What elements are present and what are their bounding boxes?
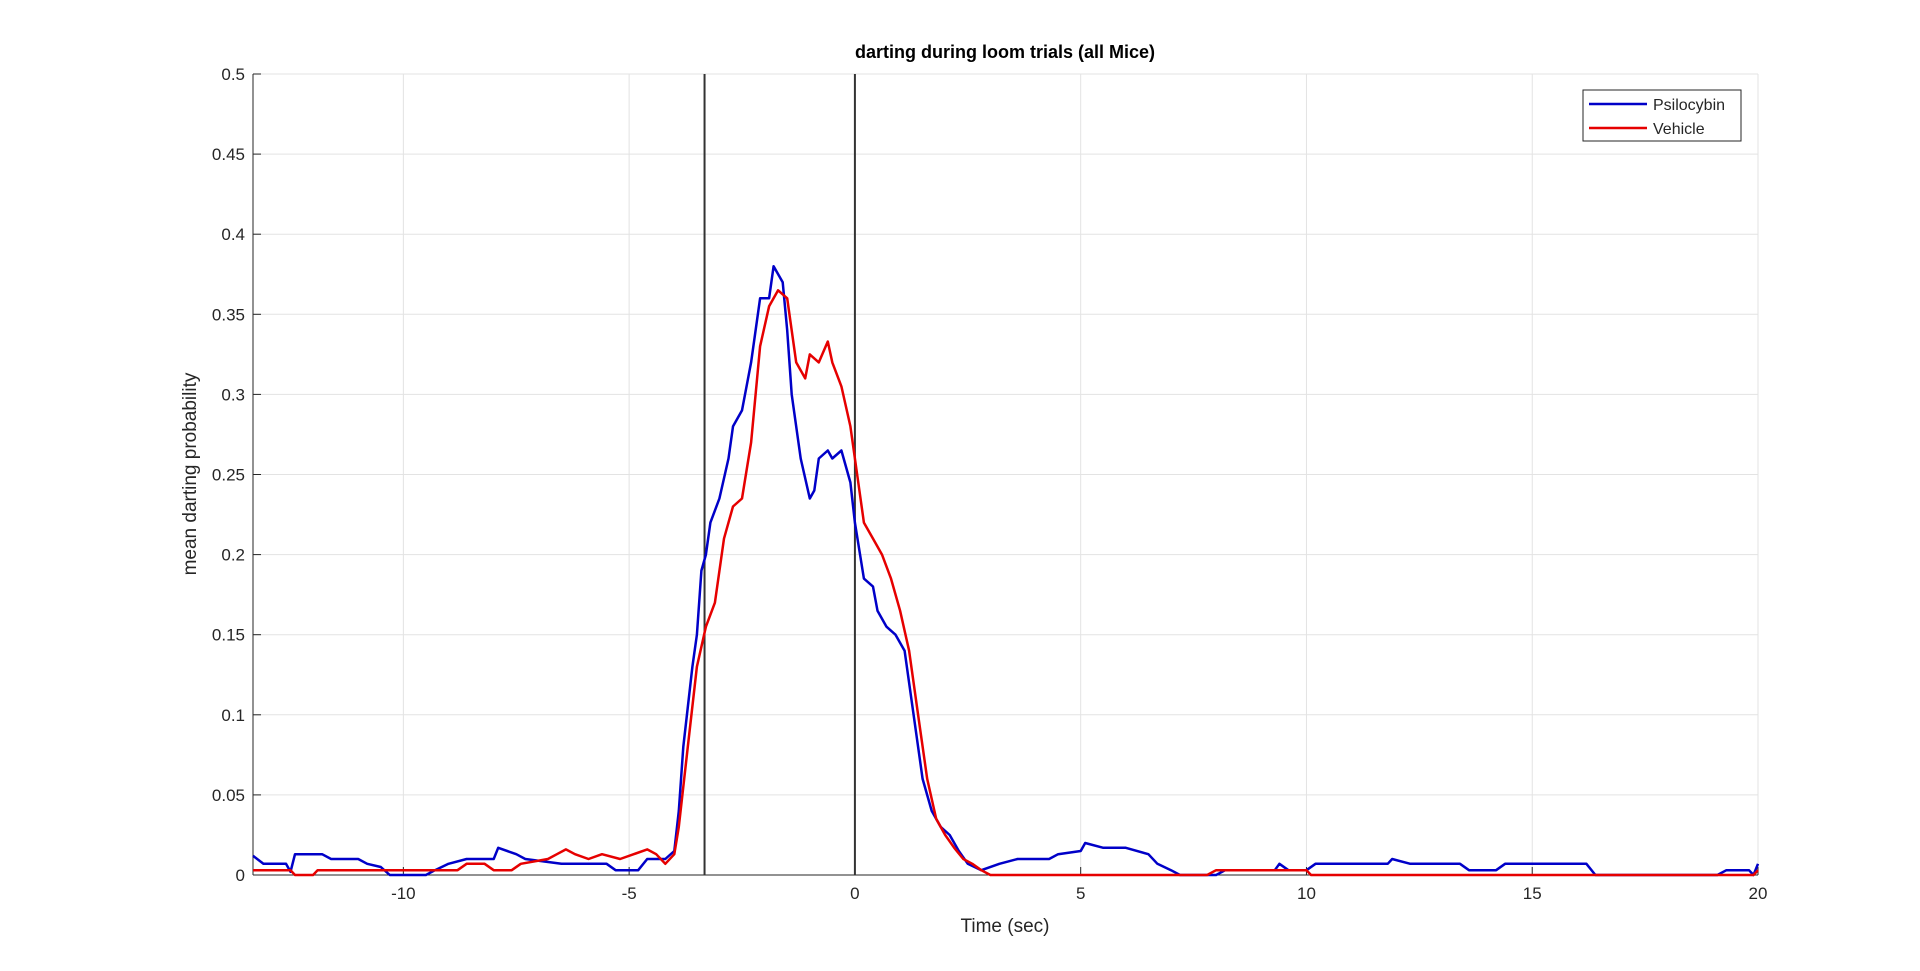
legend-label: Psilocybin [1653, 97, 1725, 114]
y-tick-label: 0.1 [221, 706, 245, 725]
y-tick-label: 0.35 [212, 305, 245, 324]
y-tick-label: 0.15 [212, 626, 245, 645]
x-tick-label: 0 [850, 884, 859, 903]
y-tick-label: 0.25 [212, 466, 245, 485]
y-tick-label: 0.2 [221, 546, 245, 565]
x-tick-label: 15 [1523, 884, 1542, 903]
legend-box [1582, 89, 1742, 142]
x-tick-label: -5 [622, 884, 637, 903]
chart-title: darting during loom trials (all Mice) [855, 42, 1155, 62]
y-tick-label: 0.5 [221, 65, 245, 84]
x-axis-label: Time (sec) [960, 916, 1049, 937]
y-tick-label: 0.3 [221, 385, 245, 404]
y-tick-label: 0.45 [212, 145, 245, 164]
y-tick-label: 0.05 [212, 786, 245, 805]
x-tick-label: 10 [1297, 884, 1316, 903]
y-tick-label: 0 [236, 866, 245, 885]
x-tick-label: 20 [1749, 884, 1768, 903]
x-tick-label: -10 [391, 884, 416, 903]
y-axis-label: mean darting probability [180, 372, 201, 575]
data-line [253, 289, 1759, 877]
x-tick-label: 5 [1076, 884, 1085, 903]
legend-label: Vehicle [1653, 121, 1705, 138]
y-tick-label: 0.4 [221, 225, 245, 244]
data-line [252, 264, 1760, 877]
